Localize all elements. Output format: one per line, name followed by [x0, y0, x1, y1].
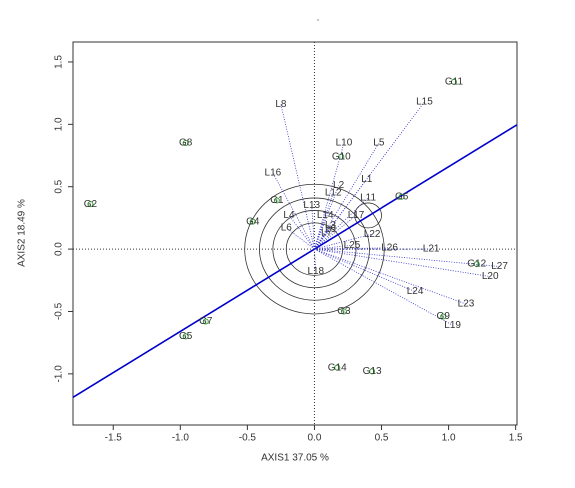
vector-label: L2 [333, 180, 345, 191]
vector-label: L4 [283, 210, 295, 221]
point [182, 333, 189, 340]
point [334, 364, 341, 371]
vector-label: L3 [325, 220, 337, 231]
vector-label: L23 [458, 299, 475, 310]
y-tick-label: 0.0 [54, 242, 65, 256]
point [249, 218, 256, 225]
vector [314, 248, 500, 267]
x-tick-label: -1.5 [105, 433, 123, 444]
point [369, 368, 376, 375]
vector-label: L21 [423, 244, 440, 255]
vector [314, 215, 326, 250]
vector [288, 215, 315, 250]
vector [314, 232, 327, 250]
circle [259, 197, 370, 301]
vector-label: L7 [321, 228, 333, 239]
x-tick-label: -0.5 [239, 433, 257, 444]
vector-label: L9 [325, 224, 337, 235]
point-label: G12 [467, 259, 486, 270]
vector-label: L6 [281, 223, 293, 234]
aea-line [72, 124, 518, 398]
point [440, 313, 447, 320]
point [182, 140, 189, 147]
vector-label: L18 [307, 266, 324, 277]
point-label: G2 [84, 199, 98, 210]
vector-label: L20 [482, 271, 499, 282]
vector [314, 228, 331, 250]
y-tick-label: 1.5 [54, 55, 65, 69]
y-tick-label: -1.0 [54, 365, 65, 383]
y-tick-label: 1.0 [54, 117, 65, 131]
point-label: G11 [445, 77, 464, 88]
x-tick-label: -1.0 [172, 433, 190, 444]
point-label: G14 [328, 362, 347, 373]
vector-label: L24 [407, 286, 424, 297]
x-tick-label: 0.5 [375, 433, 389, 444]
point [202, 318, 209, 325]
point-label: G7 [199, 316, 213, 327]
vector-label: L13 [303, 200, 320, 211]
point-label: G8 [179, 138, 193, 149]
vector-label: L26 [381, 242, 398, 253]
y-tick-label: -0.5 [54, 302, 65, 320]
point [273, 197, 280, 204]
vector-label: L16 [265, 168, 282, 179]
vector-label: L14 [317, 210, 334, 221]
point [473, 261, 480, 268]
point-label: G13 [363, 366, 382, 377]
vector [311, 205, 315, 250]
y-axis-label: AXIS2 18.49 % [17, 199, 28, 267]
vector-label: L1 [361, 174, 373, 185]
point [398, 193, 405, 200]
point-label: G9 [437, 311, 451, 322]
point [87, 201, 94, 208]
vector-label: L22 [364, 229, 381, 240]
vector [272, 172, 315, 250]
point-label: G3 [337, 306, 351, 317]
vector-label: L8 [275, 99, 287, 110]
point-label: G4 [246, 216, 260, 227]
x-tick-label: 1.5 [509, 433, 523, 444]
point-label: G1 [270, 195, 284, 206]
vector-label: L12 [325, 188, 342, 199]
vector [314, 178, 368, 250]
vector-label: L19 [444, 320, 461, 331]
point [340, 308, 347, 315]
circle [354, 202, 382, 229]
circle [244, 183, 385, 315]
point [338, 153, 345, 160]
x-tick-label: 0.0 [307, 433, 321, 444]
vector [314, 142, 380, 250]
point-label: G6 [395, 191, 409, 202]
plot-frame [72, 41, 518, 426]
circle [272, 210, 357, 289]
point-label: G5 [179, 331, 193, 342]
vector [314, 248, 491, 277]
vector-label: L17 [348, 210, 365, 221]
y-tick-label: 0.5 [54, 179, 65, 193]
vector-label: L25 [344, 240, 361, 251]
vector-label: L11 [360, 193, 376, 204]
x-axis-label: AXIS1 37.05 % [261, 453, 329, 464]
vector-label: L5 [373, 138, 385, 149]
chart-title: . [317, 13, 320, 24]
vector-label: L27 [491, 261, 508, 272]
point-label: G10 [332, 151, 351, 162]
vector-label: L10 [336, 138, 353, 149]
vector [314, 248, 467, 305]
vector [314, 142, 345, 250]
vector-label: L15 [416, 97, 433, 108]
x-tick-label: 1.0 [442, 433, 456, 444]
vector [286, 227, 315, 250]
point [450, 78, 457, 85]
vector [314, 248, 416, 292]
